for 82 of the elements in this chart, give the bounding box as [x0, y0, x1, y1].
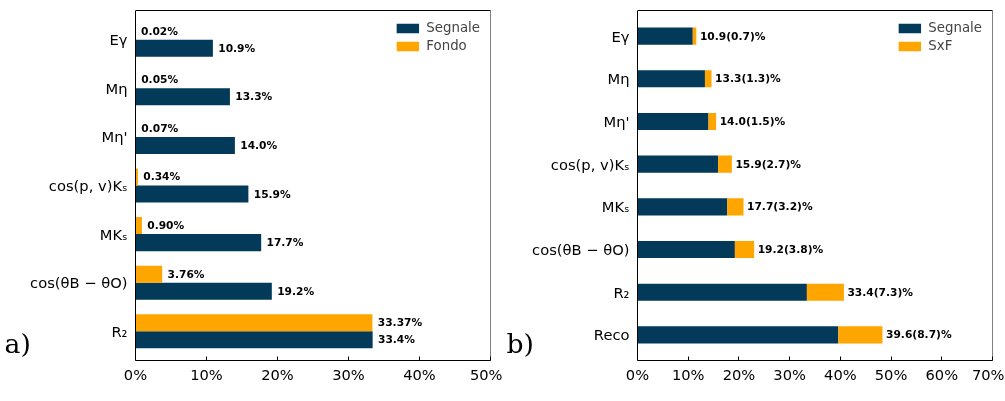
- bar: [135, 39, 213, 57]
- bar: [637, 198, 728, 216]
- data-label: 19.2%: [277, 284, 315, 298]
- legend-label: Segnale: [928, 20, 982, 35]
- x-tick-label: 10%: [671, 365, 705, 383]
- total-label: 10.9(0.7)%: [699, 29, 766, 43]
- total-label: 19.2(3.8)%: [757, 243, 824, 257]
- data-label: 0.05%: [141, 73, 179, 87]
- bar: [135, 217, 142, 235]
- data-label: 0.07%: [141, 121, 179, 135]
- y-tick-label: Reco: [593, 326, 630, 344]
- bar: [637, 27, 693, 45]
- x-tick-label: 30%: [332, 365, 365, 383]
- data-label: 17.7%: [266, 236, 304, 250]
- bar: [806, 283, 844, 301]
- y-tick-label: Mη': [603, 112, 630, 130]
- bar: [727, 198, 744, 216]
- y-tick-label: Mη: [607, 70, 630, 88]
- data-label: 33.37%: [377, 316, 423, 330]
- data-label: 15.9%: [253, 187, 292, 201]
- y-tick-label: R₂: [613, 283, 630, 301]
- y-tick-label: MKₛ: [99, 225, 128, 243]
- text: a): [4, 327, 31, 359]
- bar: [704, 70, 712, 88]
- x-tick-label: 60%: [925, 365, 959, 383]
- x-tick-label: 0%: [625, 365, 650, 383]
- bar: [734, 240, 755, 259]
- data-label: 14.0%: [240, 138, 278, 152]
- data-label: 13.3%: [235, 90, 273, 104]
- y-tick-label: Eγ: [611, 27, 630, 45]
- bar: [708, 112, 717, 131]
- total-label: 17.7(3.2)%: [747, 200, 813, 214]
- x-tick-label: 40%: [403, 365, 436, 383]
- y-tick-label: Mη: [105, 79, 128, 97]
- x-tick-label: 50%: [874, 365, 908, 383]
- y-tick-label: R₂: [111, 322, 128, 340]
- total-label: 15.9(2.7)%: [735, 157, 802, 171]
- bar: [135, 88, 230, 106]
- x-tick-label: 20%: [722, 365, 756, 383]
- y-tick-label: cos(p, v)Kₛ: [550, 155, 630, 173]
- legend-label: SxF: [928, 38, 953, 53]
- data-label: 33.4%: [377, 333, 416, 347]
- bar: [135, 265, 163, 283]
- text: b): [506, 327, 534, 359]
- y-tick-label: MKₛ: [601, 198, 630, 216]
- legend-label: Fondo: [426, 38, 467, 53]
- y-tick-label: cos(p, v)Kₛ: [48, 177, 128, 194]
- y-tick-label: Eγ: [109, 31, 128, 49]
- x-tick-label: 10%: [190, 365, 223, 383]
- bar: [637, 70, 705, 88]
- bar: [637, 240, 735, 259]
- bar: [637, 326, 839, 344]
- total-label: 13.3(1.3)%: [715, 72, 781, 86]
- y-tick-label: cos(θB − θO): [532, 241, 630, 259]
- x-tick-label: 30%: [773, 365, 806, 383]
- bar: [135, 314, 373, 332]
- bar: [135, 331, 373, 349]
- bar: [637, 155, 719, 173]
- bar: [135, 185, 249, 203]
- data-label: 10.9%: [218, 41, 256, 55]
- total-label: 14.0(1.5)%: [719, 114, 786, 128]
- legend-label: Segnale: [426, 20, 480, 35]
- bar: [718, 155, 732, 173]
- bar: [637, 112, 709, 131]
- data-label: 0.34%: [143, 170, 181, 184]
- data-label: 0.90%: [147, 219, 185, 233]
- x-tick-label: 70%: [971, 365, 1005, 383]
- data-label: 0.02%: [140, 24, 179, 38]
- x-tick-label: 50%: [469, 365, 503, 383]
- bar: [838, 326, 883, 344]
- data-label: 3.76%: [167, 267, 205, 281]
- y-tick-label: Mη': [101, 128, 128, 146]
- x-tick-label: 0%: [123, 365, 148, 383]
- x-tick-label: 20%: [261, 365, 294, 383]
- bar: [637, 283, 807, 301]
- y-tick-label: cos(θB − θO): [30, 274, 128, 292]
- x-tick-label: 40%: [824, 365, 857, 383]
- bar: [135, 136, 235, 154]
- bar: [135, 282, 272, 300]
- total-label: 33.4(7.3)%: [847, 285, 914, 299]
- bar: [135, 234, 262, 252]
- total-label: 39.6(8.7)%: [886, 328, 952, 342]
